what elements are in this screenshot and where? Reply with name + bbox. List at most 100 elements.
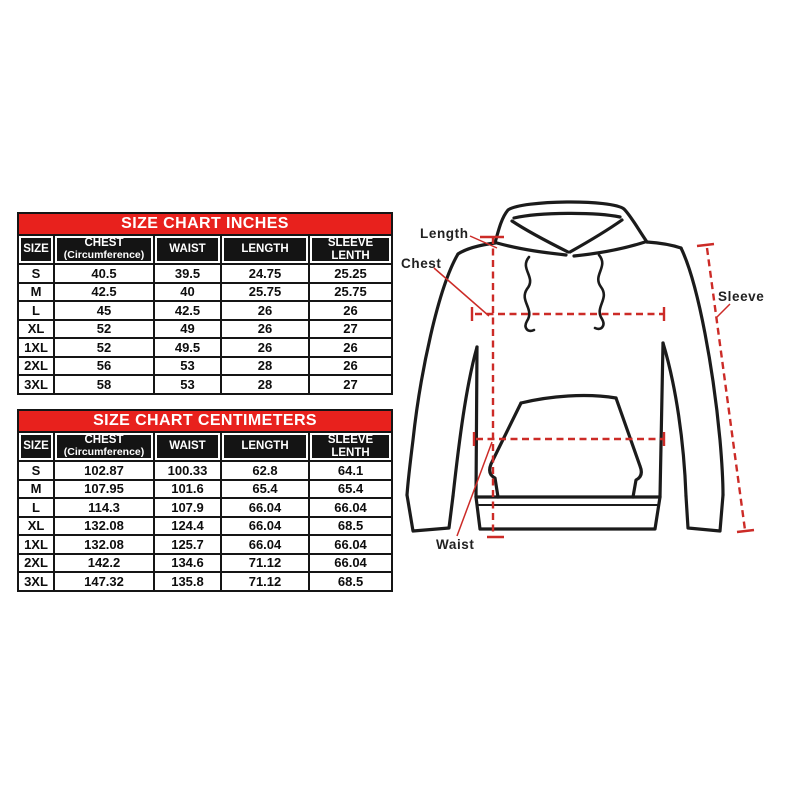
value-cell: 66.04 [220, 515, 310, 536]
size-cell: XL [17, 318, 55, 339]
value-cell: 26 [307, 337, 394, 358]
value-cell: 53 [153, 374, 222, 395]
table-row: 2XL 142.2 134.6 71.12 66.04 [17, 552, 394, 573]
column-header: WAIST [153, 431, 222, 462]
table-row: M 107.95 101.6 65.4 65.4 [17, 478, 394, 499]
size-cell: L [17, 497, 55, 518]
value-cell: 135.8 [153, 571, 222, 592]
value-cell: 142.2 [53, 552, 155, 573]
value-cell: 66.04 [307, 552, 394, 573]
column-header: CHEST (Circumference) [53, 431, 155, 462]
hoodie-measurement-diagram: Length Chest Sleeve Waist [400, 190, 800, 602]
measure-ticks [470, 235, 755, 539]
table-row: XL 132.08 124.4 66.04 68.5 [17, 515, 394, 536]
value-cell: 71.12 [220, 552, 310, 573]
size-chart-centimeters-table: SIZE CHART CENTIMETERS SIZE CHEST (Circumf… [16, 409, 394, 592]
waist-leader-line [456, 441, 493, 537]
value-cell: 40.5 [53, 263, 155, 284]
chest-leader-line [433, 267, 490, 317]
waist-label: Waist [436, 537, 475, 552]
value-cell: 52 [53, 318, 155, 339]
length-label: Length [420, 226, 469, 241]
label-leader-lines [433, 235, 731, 537]
table-row: 1XL 52 49.5 26 26 [17, 337, 394, 358]
value-cell: 28 [220, 374, 310, 395]
value-cell: 66.04 [220, 497, 310, 518]
column-header: SIZE [17, 431, 55, 462]
size-cell: S [17, 460, 55, 481]
value-cell: 26 [220, 318, 310, 339]
value-cell: 132.08 [53, 515, 155, 536]
value-cell: 53 [153, 355, 222, 376]
value-cell: 64.1 [307, 460, 394, 481]
value-cell: 40 [153, 281, 222, 302]
value-cell: 125.7 [153, 534, 222, 555]
value-cell: 26 [220, 300, 310, 321]
table-row: M 42.5 40 25.75 25.75 [17, 281, 394, 302]
value-cell: 28 [220, 355, 310, 376]
value-cell: 58 [53, 374, 155, 395]
value-cell: 42.5 [53, 281, 155, 302]
value-cell: 27 [307, 318, 394, 339]
size-cell: 3XL [17, 571, 55, 592]
table-body: S 102.87 100.33 62.8 64.1 M 107.95 101.6 65.4 65.… [17, 460, 394, 592]
column-header: LENGTH [220, 431, 310, 462]
table-row: 3XL 58 53 28 27 [17, 374, 394, 395]
value-cell: 68.5 [307, 515, 394, 536]
value-cell: 42.5 [153, 300, 222, 321]
value-cell: 71.12 [220, 571, 310, 592]
table-header-row: SIZE CHEST (Circumference) WAIST LENGTH SLEEV… [17, 234, 394, 265]
sleeve-label: Sleeve [718, 289, 764, 304]
chest-label: Chest [401, 256, 442, 271]
value-cell: 27 [307, 374, 394, 395]
size-cell: 1XL [17, 337, 55, 358]
size-cell: XL [17, 515, 55, 536]
table-body: S 40.5 39.5 24.75 25.25 M 42.5 40 25.75 25.75 L 45 4… [17, 263, 394, 395]
value-cell: 124.4 [153, 515, 222, 536]
table-title-row: SIZE CHART INCHES [16, 212, 394, 236]
column-header: LENGTH [220, 234, 310, 265]
value-cell: 25.25 [307, 263, 394, 284]
table-row: 2XL 56 53 28 26 [17, 355, 394, 376]
value-cell: 25.75 [220, 281, 310, 302]
size-cell: 2XL [17, 552, 55, 573]
table-row: 3XL 147.32 135.8 71.12 68.5 [17, 571, 394, 592]
table-row: S 40.5 39.5 24.75 25.25 [17, 263, 394, 284]
value-cell: 107.9 [153, 497, 222, 518]
size-cell: L [17, 300, 55, 321]
value-cell: 66.04 [307, 497, 394, 518]
value-cell: 68.5 [307, 571, 394, 592]
table-row: XL 52 49 26 27 [17, 318, 394, 339]
value-cell: 66.04 [220, 534, 310, 555]
value-cell: 132.08 [53, 534, 155, 555]
table-title: SIZE CHART INCHES [16, 212, 394, 236]
table-row: S 102.87 100.33 62.8 64.1 [17, 460, 394, 481]
value-cell: 49 [153, 318, 222, 339]
sleeve-measure-line [705, 247, 747, 531]
value-cell: 66.04 [307, 534, 394, 555]
value-cell: 25.75 [307, 281, 394, 302]
size-cell: 1XL [17, 534, 55, 555]
value-cell: 56 [53, 355, 155, 376]
size-cell: M [17, 281, 55, 302]
value-cell: 24.75 [220, 263, 310, 284]
value-cell: 100.33 [153, 460, 222, 481]
value-cell: 26 [220, 337, 310, 358]
value-cell: 45 [53, 300, 155, 321]
value-cell: 65.4 [307, 478, 394, 499]
column-header: CHEST (Circumference) [53, 234, 155, 265]
column-header: SLEEVE LENTH [307, 431, 394, 462]
value-cell: 65.4 [220, 478, 310, 499]
value-cell: 134.6 [153, 552, 222, 573]
value-cell: 107.95 [53, 478, 155, 499]
value-cell: 62.8 [220, 460, 310, 481]
value-cell: 101.6 [153, 478, 222, 499]
size-cell: M [17, 478, 55, 499]
length-leader-line [469, 235, 498, 249]
size-cell: 2XL [17, 355, 55, 376]
value-cell: 26 [307, 300, 394, 321]
size-chart-inches-table: SIZE CHART INCHES SIZE CHEST (Circumferenc… [16, 212, 394, 395]
table-row: L 45 42.5 26 26 [17, 300, 394, 321]
value-cell: 39.5 [153, 263, 222, 284]
table-title-row: SIZE CHART CENTIMETERS [16, 409, 394, 433]
